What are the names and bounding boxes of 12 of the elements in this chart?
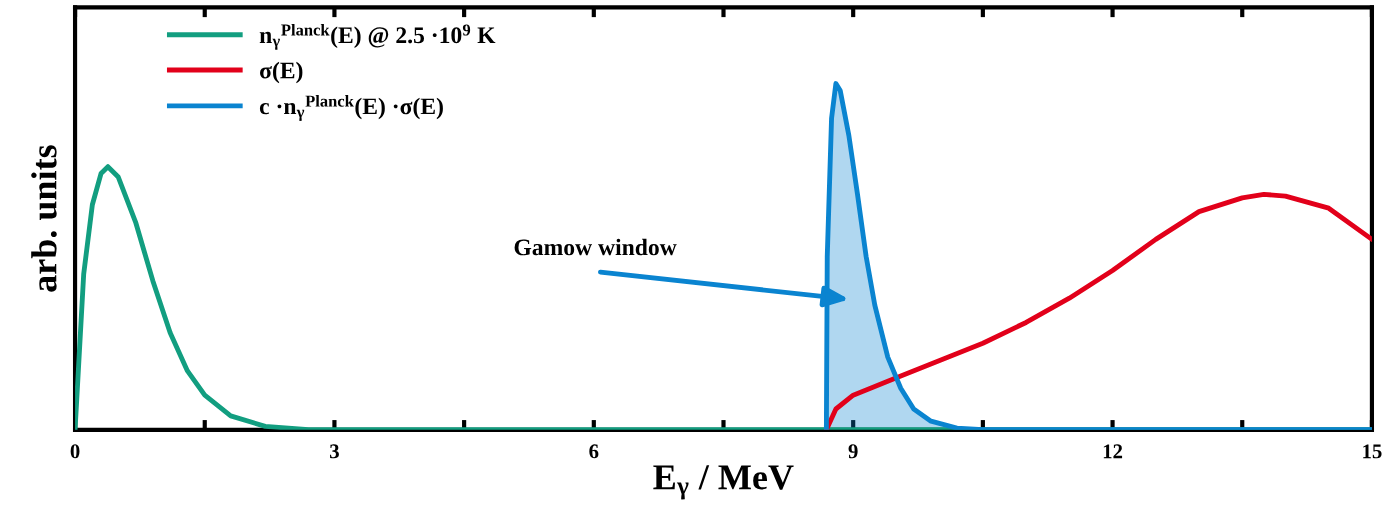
x-tick-label: 15 xyxy=(1363,444,1382,459)
x-axis-title: E$_{γ}$ / MeV xyxy=(653,465,794,500)
x-tick-label: 6 xyxy=(589,444,599,459)
annotation: Gamow window xyxy=(514,238,677,256)
x-tick-label: 12 xyxy=(1103,444,1123,459)
x-tick-label: 0 xyxy=(70,444,80,459)
y-axis-title: arb. units xyxy=(31,145,57,292)
legend-label: c ·n$_{γ}$$^{Planck}$(E) ·σ(E) xyxy=(259,95,443,121)
x-tick-label: 3 xyxy=(330,444,339,459)
legend-label: σ(E) xyxy=(260,61,303,84)
legend-label: n$_{γ}$$^{Planck}$(E) @ 2.5 ·10$^{9}$ K xyxy=(259,23,496,50)
x-tick-label: 9 xyxy=(848,444,858,459)
